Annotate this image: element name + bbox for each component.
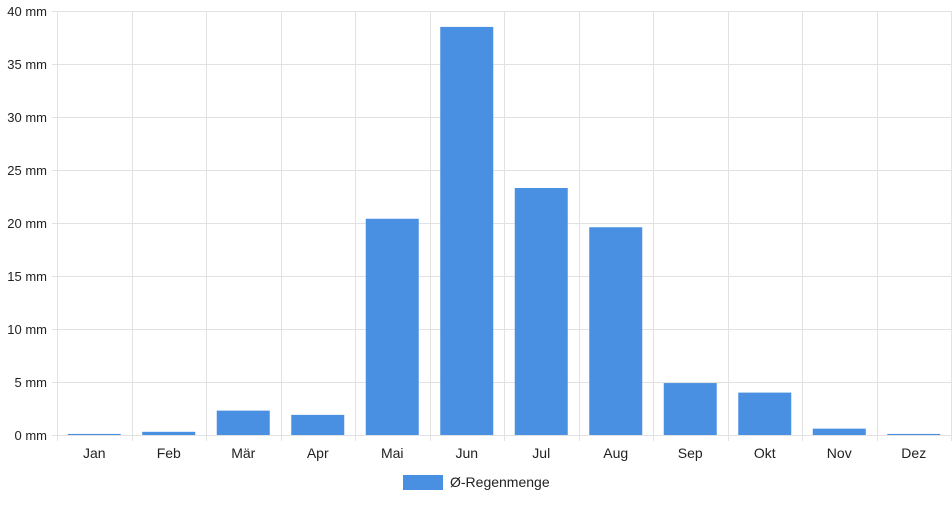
x-tick-label: Jul <box>532 445 550 461</box>
bar-okt[interactable] <box>738 392 792 435</box>
bar-nov[interactable] <box>812 428 866 435</box>
x-tick-label: Apr <box>307 445 329 461</box>
bar-dez[interactable] <box>887 433 941 435</box>
y-tick-label: 40 mm <box>7 4 47 19</box>
x-tick-label: Aug <box>603 445 628 461</box>
x-tick-label: Jan <box>83 445 106 461</box>
legend-swatch[interactable] <box>403 475 443 490</box>
x-tick-label: Jun <box>455 445 478 461</box>
bar-jun[interactable] <box>440 26 494 436</box>
bar-series <box>67 26 941 436</box>
x-tick-label: Nov <box>827 445 852 461</box>
bar-feb[interactable] <box>142 431 196 435</box>
y-tick-label: 30 mm <box>7 110 47 125</box>
x-tick-label: Sep <box>678 445 703 461</box>
x-tick-label: Feb <box>157 445 181 461</box>
bar-jan[interactable] <box>67 433 121 435</box>
x-tick-label: Dez <box>901 445 926 461</box>
bar-sep[interactable] <box>663 383 717 435</box>
y-tick-label: 35 mm <box>7 57 47 72</box>
bar-aug[interactable] <box>589 227 643 435</box>
bar-mär[interactable] <box>216 410 270 435</box>
bar-apr[interactable] <box>291 414 345 435</box>
bar-jul[interactable] <box>514 188 568 435</box>
bar-mai[interactable] <box>365 218 419 435</box>
y-tick-label: 25 mm <box>7 163 47 178</box>
x-tick-label: Mär <box>231 445 255 461</box>
y-tick-label: 0 mm <box>15 428 48 443</box>
y-tick-label: 15 mm <box>7 269 47 284</box>
legend-label[interactable]: Ø-Regenmenge <box>450 474 550 490</box>
x-tick-label: Mai <box>381 445 404 461</box>
y-tick-label: 10 mm <box>7 322 47 337</box>
x-tick-label: Okt <box>754 445 776 461</box>
legend[interactable]: Ø-Regenmenge <box>403 474 550 490</box>
y-axis: 0 mm 5 mm 10 mm 15 mm 20 mm 25 mm 30 mm 35 mm 40… <box>7 4 47 443</box>
y-tick-label: 20 mm <box>7 216 47 231</box>
grid-lines <box>52 11 952 441</box>
y-tick-label: 5 mm <box>15 375 48 390</box>
x-axis: Jan Feb Mär Apr Mai Jun Jul Aug Sep Okt Nov Dez <box>83 445 926 461</box>
